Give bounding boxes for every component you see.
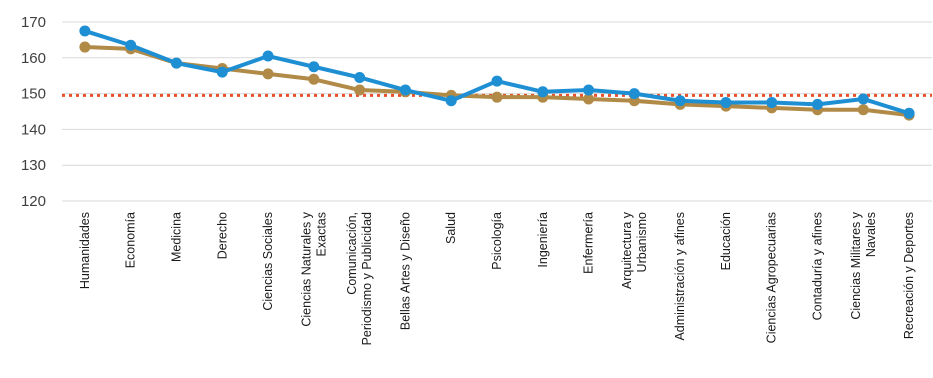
x-tick-label-line: Educación xyxy=(719,212,733,270)
data-point xyxy=(628,88,640,100)
x-tick-label: Recreación y Deportes xyxy=(902,212,916,339)
data-point xyxy=(766,97,778,109)
data-point xyxy=(262,68,274,80)
x-tick-label: Humanidades xyxy=(78,212,92,289)
x-tick-label-line: Enfermería xyxy=(582,212,596,274)
x-tick-label: Medicina xyxy=(169,212,183,262)
x-axis-tick-labels: Humanidades Economía Medicina Derecho Cienci… xyxy=(78,211,916,345)
data-point xyxy=(262,50,274,62)
data-point xyxy=(583,93,595,105)
x-tick-label-line: Arquitectura y xyxy=(620,211,634,289)
y-tick-label: 120 xyxy=(21,193,46,210)
x-tick-label-line: Administración y afines xyxy=(673,212,687,341)
x-tick-label: Salud xyxy=(444,212,458,244)
x-tick-label: Educación xyxy=(719,212,733,270)
x-tick-label: Bellas Artes y Diseño xyxy=(398,212,412,330)
data-point xyxy=(170,57,182,69)
data-point xyxy=(399,84,411,96)
x-tick-label-line: Ciencias Agropecuarias xyxy=(765,212,779,343)
x-tick-label-line: Humanidades xyxy=(78,212,92,289)
x-tick-label: Enfermería xyxy=(582,212,596,274)
data-point xyxy=(491,75,503,87)
series-layer xyxy=(79,25,915,121)
series-1 xyxy=(79,25,915,119)
x-tick-label-line: Recreación y Deportes xyxy=(902,212,916,339)
x-tick-label-line: Medicina xyxy=(169,212,183,262)
x-tick-label-line: Ciencias Naturales y xyxy=(299,211,313,326)
data-point xyxy=(308,61,320,73)
data-point xyxy=(354,71,366,83)
data-point xyxy=(125,39,137,51)
data-point xyxy=(720,97,732,109)
x-tick-label-line: Urbanismo xyxy=(635,212,649,272)
data-point xyxy=(583,84,595,96)
x-tick-label-line: Ciencias Sociales xyxy=(261,212,275,311)
x-tick-label-line: Derecho xyxy=(215,212,229,259)
data-point xyxy=(491,91,503,103)
x-tick-label: Psicología xyxy=(490,212,504,270)
x-tick-label: Ciencias Agropecuarias xyxy=(765,212,779,343)
data-point xyxy=(79,41,91,53)
data-point xyxy=(674,95,686,107)
x-tick-label-line: Bellas Artes y Diseño xyxy=(398,212,412,330)
data-point xyxy=(308,73,320,85)
x-tick-label: Contaduría y afines xyxy=(811,212,825,320)
data-point xyxy=(445,95,457,107)
y-tick-label: 140 xyxy=(21,121,46,138)
x-tick-label: Arquitectura yUrbanismo xyxy=(620,211,649,289)
y-axis-tick-labels: 120 130 140 150 160 170 xyxy=(21,14,46,210)
data-point xyxy=(537,86,549,98)
x-tick-label: Derecho xyxy=(215,212,229,259)
x-tick-label-line: Navales xyxy=(864,212,878,257)
y-tick-label: 150 xyxy=(21,86,46,103)
data-point xyxy=(857,104,869,116)
y-tick-label: 130 xyxy=(21,157,46,174)
x-tick-label: Ciencias Militares yNavales xyxy=(849,211,878,319)
x-tick-label: Administración y afines xyxy=(673,212,687,341)
x-tick-label-line: Economía xyxy=(124,212,138,268)
x-tick-label: Ingeniería xyxy=(536,212,550,268)
x-tick-label: Comunicación,Periodismo y Publicidad xyxy=(345,212,374,345)
data-point xyxy=(903,107,915,119)
y-tick-label: 170 xyxy=(21,14,46,31)
x-tick-label-line: Salud xyxy=(444,212,458,244)
gridlines xyxy=(62,21,932,202)
x-tick-label-line: Psicología xyxy=(490,212,504,270)
data-point xyxy=(79,25,91,37)
x-tick-label-line: Ciencias Militares y xyxy=(849,211,863,319)
x-tick-label-line: Ingeniería xyxy=(536,212,550,268)
x-tick-label-line: Periodismo y Publicidad xyxy=(360,212,374,345)
x-tick-label-line: Exactas xyxy=(314,212,328,256)
data-point xyxy=(857,93,869,105)
y-tick-label: 160 xyxy=(21,50,46,67)
x-tick-label: Ciencias Sociales xyxy=(261,212,275,311)
x-tick-label: Ciencias Naturales yExactas xyxy=(299,211,328,326)
x-tick-label: Economía xyxy=(124,212,138,268)
data-point xyxy=(354,84,366,96)
data-point xyxy=(812,98,824,110)
x-tick-label-line: Contaduría y afines xyxy=(811,212,825,320)
x-tick-label-line: Comunicación, xyxy=(345,212,359,295)
data-point xyxy=(216,66,228,78)
